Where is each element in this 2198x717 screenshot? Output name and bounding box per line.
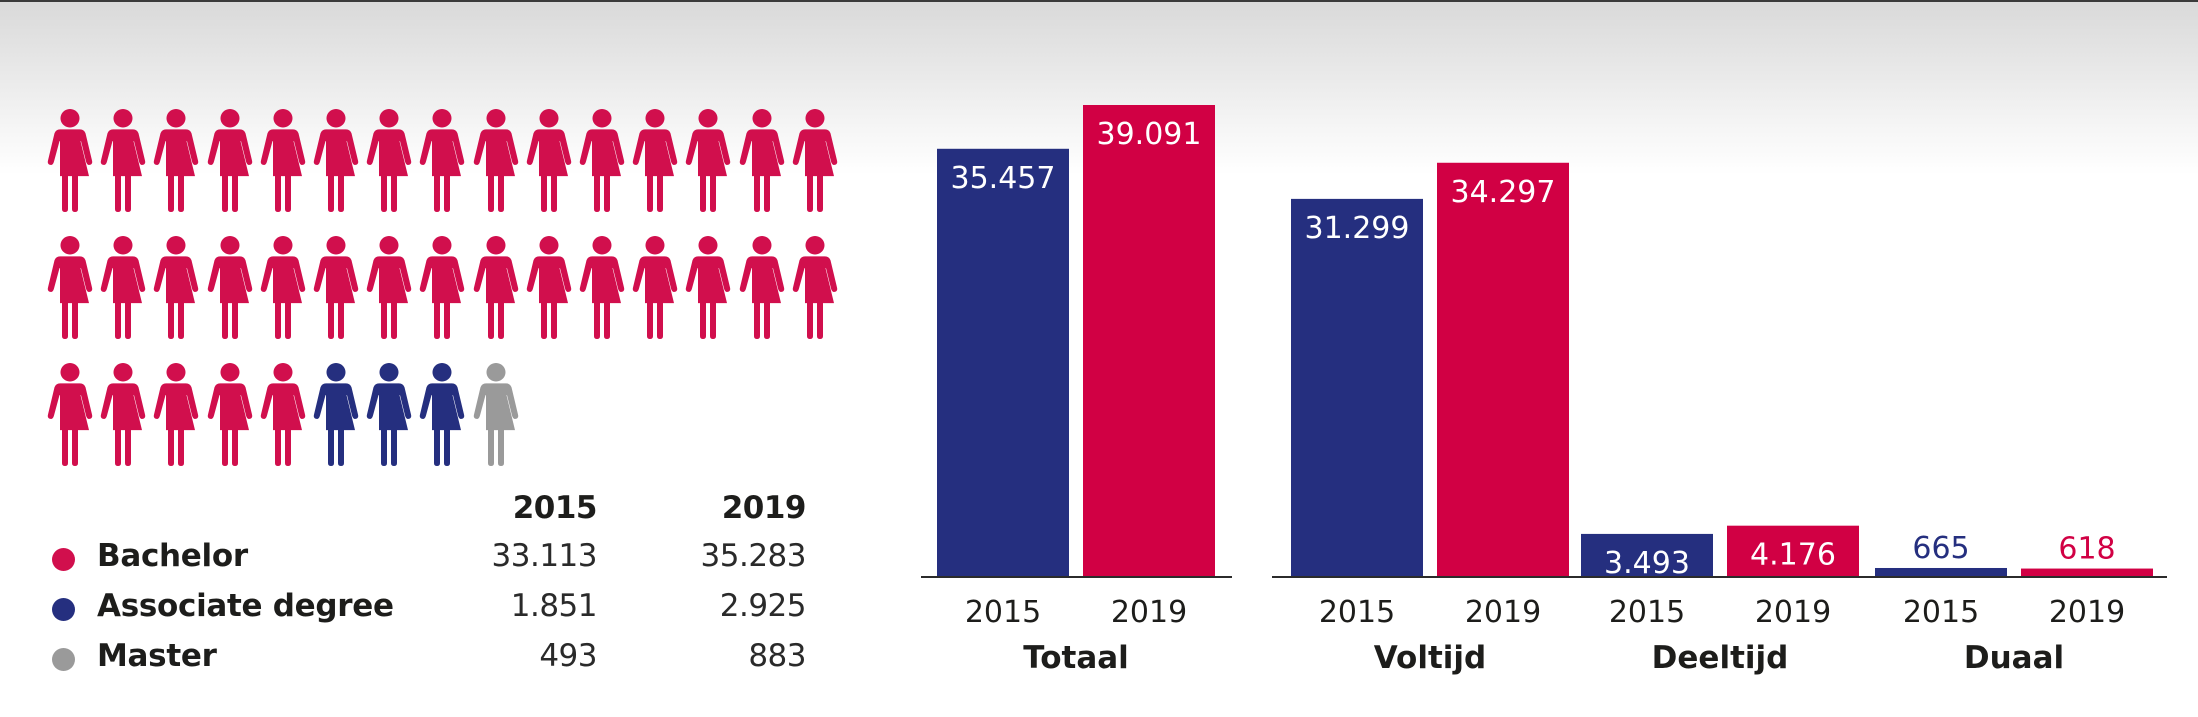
person-icon-bachelor: [152, 109, 200, 213]
person-icon-bachelor: [365, 109, 413, 213]
person-icon-bachelor: [578, 236, 626, 340]
bar-duaal-2019: [2021, 568, 2153, 576]
person-icon-bachelor: [259, 109, 307, 213]
bar-voltijd-2019: [1437, 162, 1569, 576]
person-icon-bachelor: [418, 109, 466, 213]
group-label-deeltijd: Deeltijd: [1652, 640, 1789, 676]
person-icon-bachelor: [46, 109, 94, 213]
legend-value-2019: 35.283: [700, 538, 807, 574]
person-icon-master: [472, 363, 520, 467]
pictogram: [0, 0, 880, 480]
legend-label: Master: [97, 638, 217, 674]
person-icon-bachelor: [99, 236, 147, 340]
person-icon-bachelor: [631, 109, 679, 213]
bar-deeltijd-2019: [1727, 525, 1859, 576]
bar-duaal-2015: [1875, 567, 2007, 576]
person-icon-bachelor: [206, 109, 254, 213]
person-icon-bachelor: [152, 363, 200, 467]
bar-voltijd-2015: [1291, 198, 1423, 576]
person-icon-bachelor: [791, 109, 839, 213]
person-icon-bachelor: [472, 109, 520, 213]
bar-value-label: 34.297: [1451, 175, 1556, 210]
person-icon-bachelor: [46, 363, 94, 467]
person-icon-bachelor: [206, 236, 254, 340]
legend-value-2015: 1.851: [510, 588, 598, 624]
person-icon-bachelor: [46, 236, 94, 340]
legend-row-bachelor: Bachelor 33.113 35.283: [0, 538, 880, 584]
bar-value-label: 665: [1912, 531, 1969, 566]
person-icon-bachelor: [259, 363, 307, 467]
person-icon-bachelor: [365, 236, 413, 340]
bar-value-label: 35.457: [951, 161, 1056, 196]
person-icon-bachelor: [791, 236, 839, 340]
bar-value-label: 31.299: [1305, 211, 1410, 246]
bar-value-label: 3.493: [1604, 546, 1690, 581]
person-icon-bachelor: [578, 109, 626, 213]
person-icon-associate: [312, 363, 360, 467]
person-icon-bachelor: [312, 236, 360, 340]
legend-row-master: Master 493 883: [0, 638, 880, 684]
legend-label: Bachelor: [97, 538, 248, 574]
group-label-totaal: Totaal: [1023, 640, 1129, 676]
legend-header-2019: 2019: [721, 490, 807, 526]
person-icon-bachelor: [472, 236, 520, 340]
person-icon-bachelor: [418, 236, 466, 340]
bar-totaal-2015: [937, 148, 1069, 576]
person-icon-bachelor: [312, 109, 360, 213]
bar-totaal-2019: [1083, 105, 1215, 576]
legend-label: Associate degree: [97, 588, 394, 624]
x-tick-label: 2019: [1755, 595, 1831, 630]
legend-value-2015: 493: [539, 638, 597, 674]
x-tick-label: 2015: [1319, 595, 1395, 630]
person-icon-bachelor: [152, 236, 200, 340]
x-tick-label: 2019: [1465, 595, 1541, 630]
person-icon-bachelor: [206, 363, 254, 467]
person-icon-associate: [418, 363, 466, 467]
legend-value-2015: 33.113: [491, 538, 598, 574]
legend-header-2015: 2015: [512, 490, 598, 526]
person-icon-bachelor: [684, 109, 732, 213]
legend-row-associate: Associate degree 1.851 2.925: [0, 588, 880, 634]
person-icon-bachelor: [99, 363, 147, 467]
x-tick-label: 2015: [965, 595, 1041, 630]
bar-value-label: 4.176: [1750, 538, 1836, 573]
bar-deeltijd-2015: [1581, 533, 1713, 576]
person-icon-bachelor: [738, 236, 786, 340]
group-label-voltijd: Voltijd: [1374, 640, 1486, 676]
person-icon-bachelor: [99, 109, 147, 213]
legend-dot-bachelor: [52, 548, 75, 571]
legend-dot-master: [52, 648, 75, 671]
person-icon-bachelor: [738, 109, 786, 213]
x-tick-label: 2019: [1111, 595, 1187, 630]
legend-value-2019: 2.925: [719, 588, 807, 624]
top-border: [0, 0, 2198, 2]
person-icon-bachelor: [525, 109, 573, 213]
x-tick-label: 2015: [1903, 595, 1979, 630]
x-tick-label: 2019: [2049, 595, 2125, 630]
x-tick-label: 2015: [1609, 595, 1685, 630]
bar-value-label: 39.091: [1097, 117, 1202, 152]
person-icon-bachelor: [631, 236, 679, 340]
legend-value-2019: 883: [748, 638, 806, 674]
bar-value-label: 618: [2058, 532, 2115, 567]
person-icon-bachelor: [259, 236, 307, 340]
person-icon-associate: [365, 363, 413, 467]
person-icon-bachelor: [684, 236, 732, 340]
legend-dot-associate: [52, 598, 75, 621]
person-icon-bachelor: [525, 236, 573, 340]
legend-table: 2015 2019 Bachelor 33.113 35.283 Associa…: [0, 480, 880, 710]
group-label-duaal: Duaal: [1964, 640, 2064, 676]
